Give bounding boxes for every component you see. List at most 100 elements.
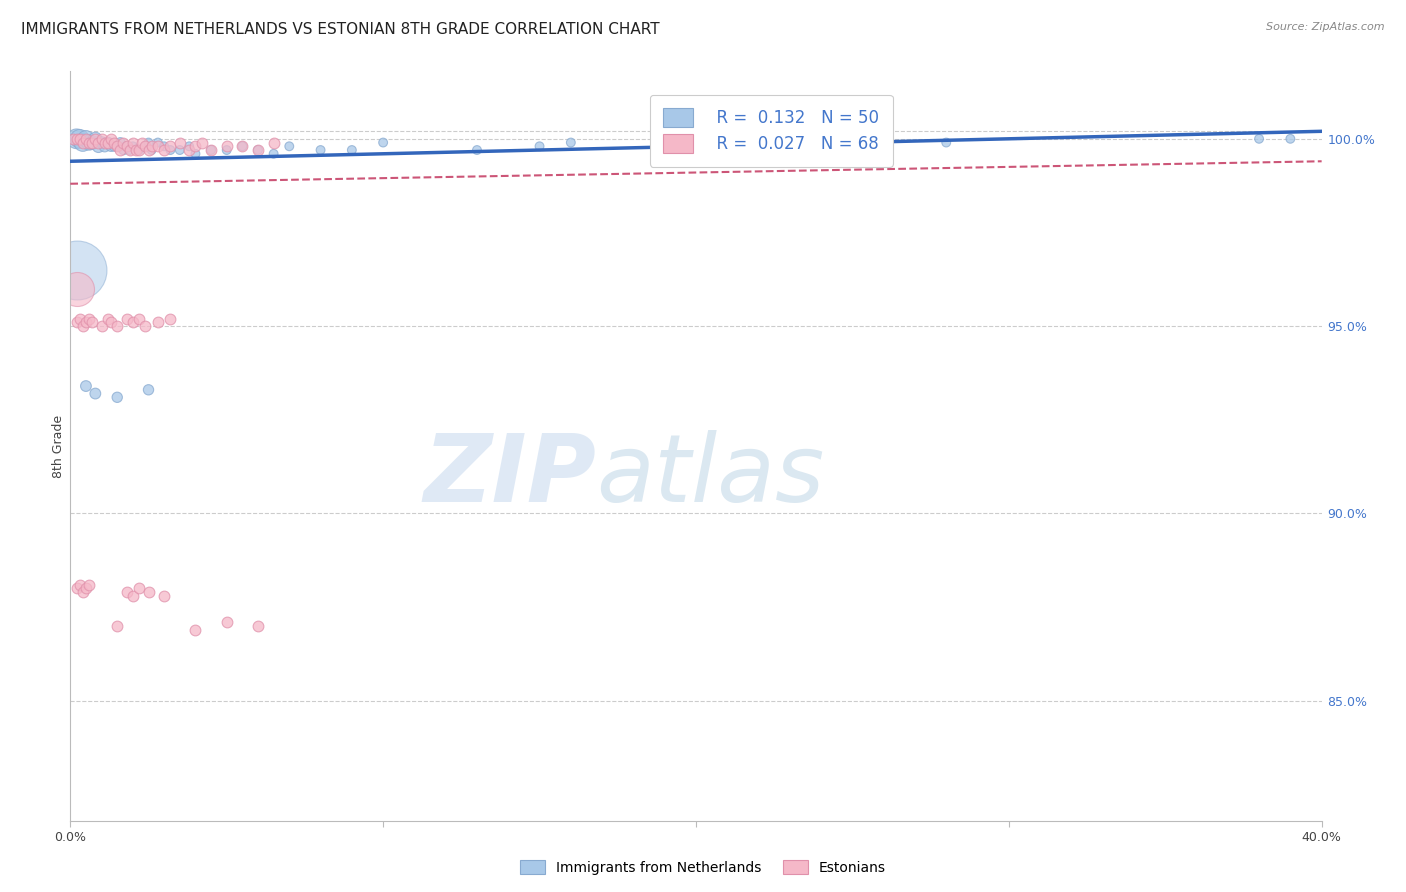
Point: [82, 136, 104, 150]
Point: [138, 585, 160, 599]
Point: [115, 311, 138, 326]
Point: [69, 132, 91, 146]
Point: [138, 136, 160, 150]
Point: [100, 139, 122, 153]
Point: [90, 319, 112, 334]
Point: [97, 136, 120, 150]
Point: [146, 136, 169, 150]
Point: [529, 139, 551, 153]
Point: [159, 143, 181, 157]
Legend:   R =  0.132   N = 50,   R =  0.027   N = 68: R = 0.132 N = 50, R = 0.027 N = 68: [650, 95, 893, 167]
Point: [90, 132, 112, 146]
Point: [65, 132, 87, 146]
Point: [134, 319, 156, 334]
Point: [87, 139, 110, 153]
Point: [1279, 132, 1302, 146]
Point: [97, 311, 120, 326]
Point: [169, 136, 191, 150]
Point: [125, 143, 148, 157]
Point: [65, 582, 87, 596]
Point: [75, 315, 97, 329]
Point: [115, 139, 138, 153]
Point: [215, 143, 238, 157]
Point: [100, 132, 122, 146]
Point: [72, 136, 94, 150]
Point: [77, 577, 100, 591]
Point: [121, 315, 145, 329]
Point: [65, 132, 87, 146]
Point: [93, 139, 115, 153]
Point: [153, 139, 176, 153]
Point: [77, 136, 100, 150]
Point: [65, 282, 87, 296]
Point: [141, 143, 163, 157]
Point: [82, 136, 104, 150]
Point: [247, 143, 270, 157]
Point: [82, 315, 104, 329]
Point: [184, 146, 207, 161]
Point: [146, 315, 169, 329]
Point: [69, 311, 91, 326]
Point: [112, 136, 135, 150]
Point: [62, 132, 84, 146]
Point: [263, 146, 285, 161]
Point: [103, 136, 125, 150]
Point: [159, 311, 181, 326]
Point: [138, 383, 160, 397]
Point: [93, 136, 115, 150]
Point: [1249, 132, 1271, 146]
Point: [134, 139, 156, 153]
Point: [77, 136, 100, 150]
Point: [128, 582, 150, 596]
Point: [105, 139, 128, 153]
Point: [75, 132, 97, 146]
Point: [90, 136, 112, 150]
Point: [560, 136, 582, 150]
Point: [128, 311, 150, 326]
Point: [72, 585, 94, 599]
Text: ZIP: ZIP: [423, 430, 596, 522]
Point: [84, 386, 107, 401]
Point: [841, 139, 863, 153]
Point: [184, 139, 207, 153]
Point: [84, 132, 107, 146]
Point: [146, 139, 169, 153]
Text: Source: ZipAtlas.com: Source: ZipAtlas.com: [1267, 22, 1385, 32]
Point: [278, 139, 301, 153]
Point: [169, 143, 191, 157]
Point: [153, 143, 176, 157]
Point: [115, 585, 138, 599]
Point: [121, 589, 145, 603]
Point: [105, 390, 128, 404]
Point: [179, 139, 201, 153]
Point: [128, 143, 150, 157]
Point: [103, 139, 125, 153]
Point: [231, 139, 253, 153]
Point: [153, 589, 176, 603]
Point: [84, 132, 107, 146]
Y-axis label: 8th Grade: 8th Grade: [52, 415, 65, 477]
Point: [115, 139, 138, 153]
Point: [65, 315, 87, 329]
Point: [77, 311, 100, 326]
Point: [121, 136, 145, 150]
Point: [134, 139, 156, 153]
Point: [97, 136, 120, 150]
Point: [118, 143, 141, 157]
Point: [105, 319, 128, 334]
Point: [371, 136, 394, 150]
Point: [100, 315, 122, 329]
Point: [935, 136, 957, 150]
Text: atlas: atlas: [596, 431, 824, 522]
Point: [685, 139, 707, 153]
Point: [184, 623, 207, 637]
Point: [112, 143, 135, 157]
Point: [75, 132, 97, 146]
Point: [190, 136, 212, 150]
Point: [200, 143, 222, 157]
Point: [118, 143, 141, 157]
Point: [141, 139, 163, 153]
Point: [215, 615, 238, 629]
Point: [179, 143, 201, 157]
Point: [65, 263, 87, 277]
